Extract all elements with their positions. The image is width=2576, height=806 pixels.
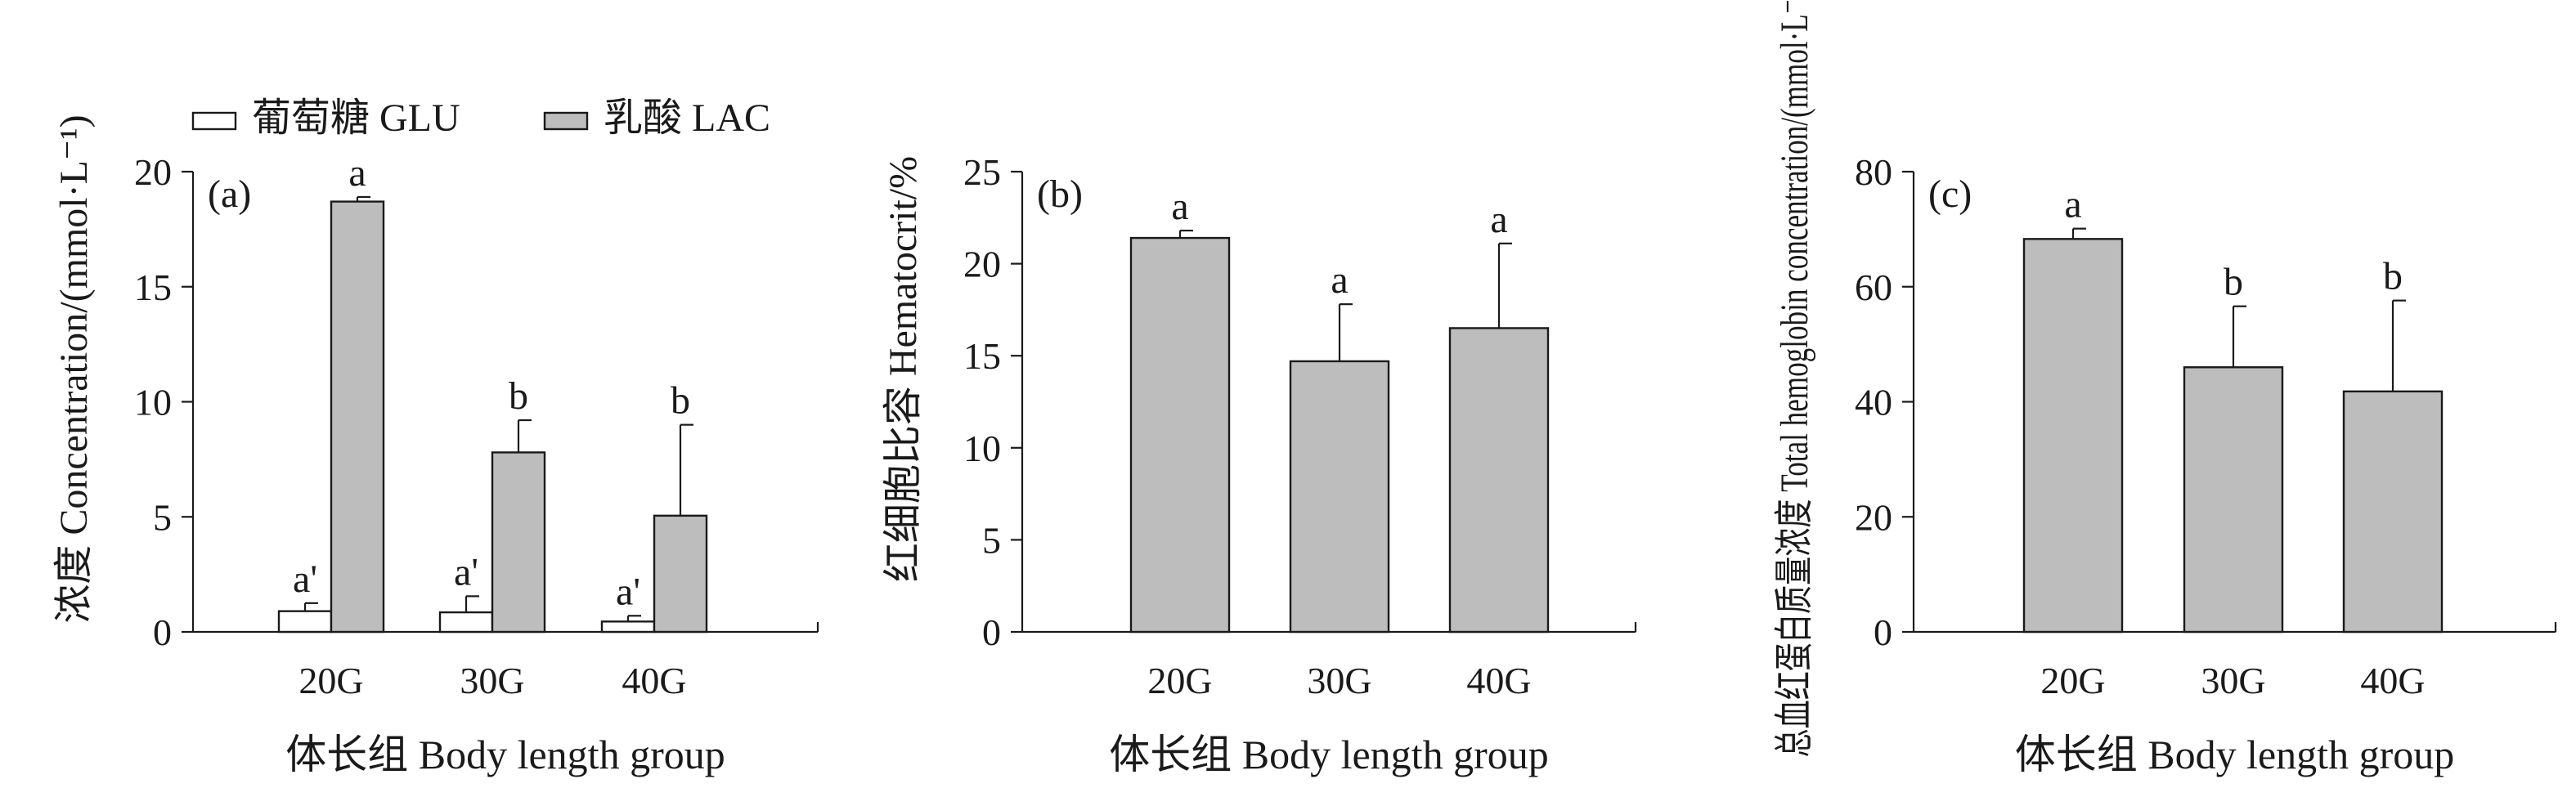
significance-letter: a [1171,185,1188,228]
x-tick-label: 40G [1466,660,1531,701]
significance-letter: a' [616,570,640,613]
bar [1448,327,1550,634]
y-axis-title: 红细胞比容 Hematocrit/% [882,156,925,582]
bar [1129,236,1231,634]
y-tick-label: 5 [982,519,1001,561]
y-tick-label: 20 [134,151,172,193]
y-tick-label: 60 [1855,266,1892,308]
y-tick-label: 40 [1855,382,1892,423]
significance-letter: a [1490,198,1507,241]
x-tick-label: 40G [622,660,686,701]
bar [2342,390,2444,634]
significance-letter: b [509,374,528,418]
y-tick-label: 10 [963,428,1001,469]
bar [600,620,656,634]
x-tick-label: 20G [1147,660,1212,701]
bar [330,200,385,634]
bar [277,610,333,634]
bar [438,611,494,634]
legend-item: 葡萄糖 GLU [191,96,460,140]
y-tick-label: 25 [963,151,1001,193]
chart-panel-3: 0 20 40 60 80 20G 30G 40G 体长组 Body length group 总… [1773,0,2557,777]
bar [2183,366,2284,634]
x-tick-label: 30G [1307,660,1371,701]
x-axis-title: 体长组 Body length group [2015,732,2454,777]
x-axis-title: 体长组 Body length group [1109,732,1548,777]
chart-panel-2: 0 5 10 15 20 25 20G 30G 40G 体长组 Body length group… [882,151,1637,777]
legend-item: 乳酸 LAC [543,96,770,140]
significance-letter: b [2383,255,2403,298]
significance-letter: b [2224,261,2243,304]
panel-label: (c) [1928,172,1972,216]
significance-letter: b [671,379,690,423]
legend-swatch [543,111,589,131]
bar [1289,360,1390,634]
x-tick-label: 30G [460,660,524,701]
y-tick-label: 15 [963,335,1001,377]
x-tick-label: 30G [2201,660,2265,701]
y-tick-label: 5 [153,496,172,538]
significance-letter: a [348,151,366,195]
significance-letter: a' [293,557,317,601]
y-tick-label: 0 [1874,611,1892,653]
y-tick-label: 20 [963,244,1001,285]
panel-label: (a) [208,172,251,216]
panel-label: (b) [1037,172,1083,216]
y-tick-label: 80 [1855,151,1892,193]
y-tick-label: 0 [153,611,172,653]
significance-letter: a' [454,550,478,593]
bar [491,451,546,634]
y-axis-title: 总血红蛋白质量浓度 Total hemoglobin concentration… [1773,0,1816,758]
y-tick-label: 0 [982,611,1001,653]
legend-label: 葡萄糖 GLU [252,96,460,140]
legend-label: 乳酸 LAC [604,96,770,140]
x-tick-label: 40G [2360,660,2425,701]
bar [2022,238,2124,634]
x-axis-title: 体长组 Body length group [285,732,725,777]
x-tick-label: 20G [2040,660,2105,701]
y-tick-label: 20 [1855,496,1892,538]
y-tick-label: 15 [134,266,172,308]
y-tick-label: 10 [134,382,172,423]
significance-letter: a [2064,183,2081,226]
bar [653,514,708,634]
y-axis-title: 浓度 Concentration/(mmol·L⁻¹) [52,114,96,623]
chart-panel-1: 0 5 10 15 20 20G 30G 40G 体长组 Body length group 浓度… [52,96,819,777]
significance-letter: a [1331,258,1348,302]
x-tick-label: 20G [298,660,363,701]
legend-swatch [191,111,237,131]
